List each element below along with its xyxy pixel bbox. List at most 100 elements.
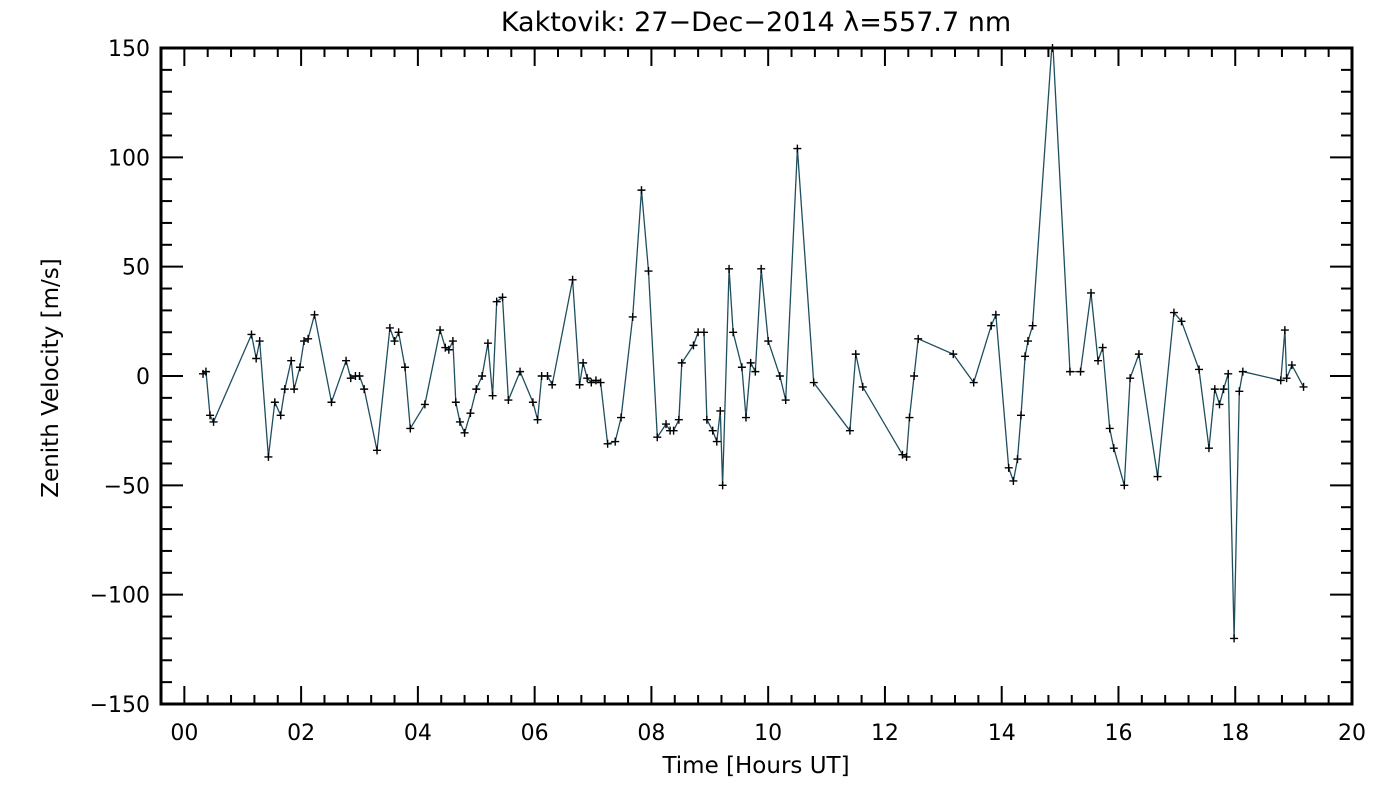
data-point [533,415,542,424]
data-point [548,380,557,389]
data-point [483,339,492,348]
data-point [905,413,914,422]
x-tick-label: 12 [871,721,899,746]
data-point [300,337,309,346]
data-point [295,363,304,372]
data-point [596,378,605,387]
data-point [898,450,907,459]
data-point [201,367,210,376]
data-point [575,380,584,389]
data-point [401,363,410,372]
data-point [1076,367,1085,376]
data-point [355,372,364,380]
data-point [451,398,460,407]
data-point [718,481,727,490]
data-point [712,437,721,446]
data-point [504,396,513,405]
x-tick-label: 06 [521,721,549,746]
data-point [420,400,429,409]
data-point [991,310,1000,319]
data-point [644,267,653,276]
data-point [699,328,708,337]
data-point [1004,463,1013,472]
data-point [702,415,711,424]
data-point [949,350,958,359]
data-point [674,415,683,424]
data-point [1235,387,1244,396]
y-axis-label: Zenith Velocity [m/s] [38,258,64,497]
data-point [1238,367,1247,376]
data-point [394,328,403,337]
y-tick-label: 0 [136,365,150,390]
data-point [775,372,784,380]
y-tick-label: 50 [122,256,150,281]
data-point [1016,411,1025,420]
data-point [516,367,525,376]
data-point [492,297,501,306]
data-markers [199,44,1308,643]
data-point [1013,455,1022,464]
data-point [741,413,750,422]
data-point [1219,385,1228,394]
data-point [264,452,273,461]
data-point [858,382,867,391]
data-point [987,321,996,330]
data-point [1023,337,1032,346]
data-point [1204,444,1213,453]
data-point [1120,481,1129,490]
data-point [725,264,734,273]
data-point [677,358,686,367]
data-point [669,426,678,435]
data-point [1215,400,1224,409]
data-point [342,356,351,365]
data-point [310,310,319,319]
data-point [478,372,487,380]
data-point [1230,634,1239,643]
data-series [202,48,1305,639]
data-point [466,409,475,418]
data-point [1048,44,1057,52]
data-point [603,439,612,448]
data-point [746,358,755,367]
data-point [708,426,717,435]
data-point [781,396,790,405]
data-point [436,326,445,335]
data-point [793,144,802,153]
data-point [910,372,919,380]
data-point [1105,424,1114,433]
data-point [1028,321,1037,330]
data-point [1169,308,1178,317]
data-point [346,374,355,383]
data-point [472,385,481,394]
data-point [851,350,860,359]
data-point [1224,369,1233,378]
data-point [1009,476,1018,485]
data-point [1282,374,1291,383]
x-axis-ticks: 00 02 04 06 08 10 12 14 16 18 20 [160,48,1366,746]
data-point [1098,343,1107,352]
data-point [455,417,464,426]
plot-axes [159,46,1354,706]
data-point [1134,350,1143,359]
data-point [360,385,369,394]
data-point [628,312,637,321]
data-point [385,323,394,332]
data-point [1276,376,1285,385]
data-point [1280,326,1289,335]
data-point [276,411,285,420]
data-point [287,356,296,365]
x-tick-label: 18 [1221,721,1249,746]
data-point [1126,374,1135,383]
data-point [809,378,818,387]
data-point [579,358,588,367]
data-point [1066,367,1075,376]
y-tick-label: −100 [90,584,150,609]
data-point [716,406,725,415]
y-tick-label: −50 [104,474,150,499]
data-point [373,446,382,455]
data-point [1287,361,1296,370]
data-point [304,334,313,343]
data-point [460,428,469,437]
x-tick-label: 00 [170,721,198,746]
data-point [543,372,552,380]
